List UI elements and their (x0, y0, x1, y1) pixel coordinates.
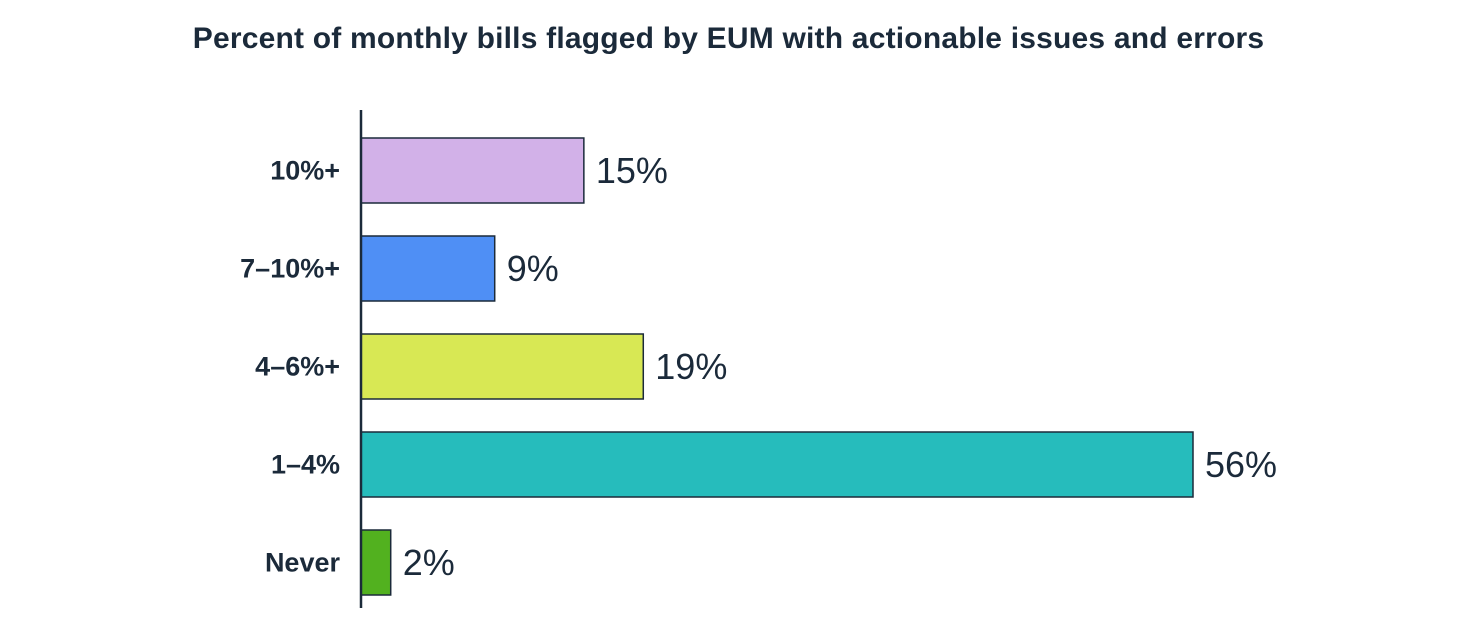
data-label: 15% (596, 150, 668, 191)
category-tick-label: Never (265, 548, 341, 578)
bar (360, 431, 1194, 498)
bar (360, 235, 496, 302)
category-tick-label: 7–10%+ (240, 254, 340, 284)
data-label: 2% (403, 542, 455, 583)
bar (360, 529, 392, 596)
category-tick-label: 10%+ (270, 156, 340, 186)
data-label: 56% (1205, 444, 1277, 485)
data-label: 9% (507, 248, 559, 289)
chart-title: Percent of monthly bills flagged by EUM … (192, 22, 1265, 55)
bar (360, 333, 645, 400)
bar (360, 137, 585, 204)
category-tick-label: 4–6%+ (255, 352, 340, 382)
category-tick-label: 1–4% (271, 450, 340, 480)
data-label: 19% (655, 346, 727, 387)
